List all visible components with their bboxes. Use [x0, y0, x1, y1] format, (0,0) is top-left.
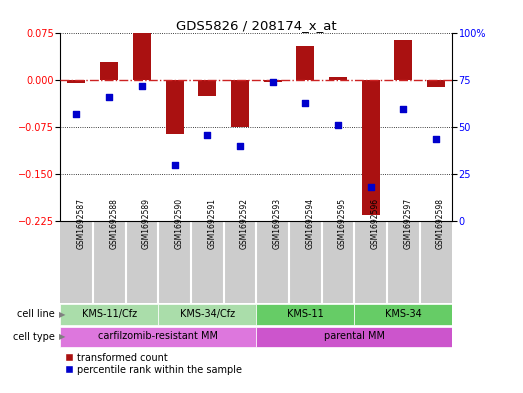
Text: KMS-11/Cfz: KMS-11/Cfz: [82, 309, 137, 319]
Bar: [256, 221, 289, 303]
Bar: [191, 221, 224, 303]
Text: GSM1692593: GSM1692593: [272, 198, 281, 249]
Bar: [329, 77, 347, 80]
Text: GSM1692587: GSM1692587: [76, 198, 85, 249]
Text: GSM1692598: GSM1692598: [436, 198, 445, 249]
Bar: [93, 221, 126, 303]
Title: GDS5826 / 208174_x_at: GDS5826 / 208174_x_at: [176, 19, 337, 32]
Text: carfilzomib-resistant MM: carfilzomib-resistant MM: [98, 331, 218, 342]
Bar: [387, 221, 419, 303]
Text: KMS-34: KMS-34: [385, 309, 422, 319]
Bar: [297, 46, 314, 80]
Bar: [133, 33, 151, 80]
Point: [399, 105, 407, 112]
Text: GSM1692588: GSM1692588: [109, 198, 118, 249]
Bar: [60, 221, 93, 303]
Bar: [256, 305, 355, 325]
Bar: [60, 327, 256, 347]
Legend: transformed count, percentile rank within the sample: transformed count, percentile rank withi…: [65, 353, 242, 375]
Bar: [126, 221, 158, 303]
Point: [105, 94, 113, 100]
Point: [203, 132, 211, 138]
Point: [236, 143, 244, 149]
Bar: [198, 80, 216, 96]
Bar: [231, 80, 249, 127]
Bar: [322, 221, 355, 303]
Point: [432, 136, 440, 142]
Bar: [355, 305, 452, 325]
Bar: [427, 80, 445, 86]
Bar: [362, 80, 380, 215]
Text: cell line: cell line: [17, 310, 58, 320]
Text: GSM1692591: GSM1692591: [207, 198, 216, 249]
Text: GSM1692592: GSM1692592: [240, 198, 249, 249]
Point: [72, 111, 81, 117]
Text: cell type: cell type: [13, 332, 58, 342]
Text: KMS-34/Cfz: KMS-34/Cfz: [180, 309, 235, 319]
Point: [334, 122, 342, 129]
Point: [138, 83, 146, 89]
Bar: [355, 221, 387, 303]
Bar: [264, 80, 281, 82]
Text: GSM1692597: GSM1692597: [403, 198, 412, 249]
Bar: [67, 80, 85, 83]
Point: [367, 184, 375, 191]
Text: parental MM: parental MM: [324, 331, 385, 342]
Text: GSM1692596: GSM1692596: [371, 198, 380, 249]
Bar: [419, 221, 452, 303]
Text: GSM1692590: GSM1692590: [175, 198, 184, 249]
Text: ▶: ▶: [59, 310, 65, 319]
Point: [301, 100, 310, 106]
Bar: [289, 221, 322, 303]
Bar: [394, 40, 412, 80]
Point: [170, 162, 179, 168]
Point: [268, 79, 277, 85]
Bar: [166, 80, 184, 134]
Bar: [100, 62, 118, 80]
Bar: [60, 305, 158, 325]
Bar: [224, 221, 256, 303]
Bar: [158, 221, 191, 303]
Bar: [256, 327, 452, 347]
Text: GSM1692594: GSM1692594: [305, 198, 314, 249]
Text: ▶: ▶: [59, 332, 65, 341]
Bar: [158, 305, 256, 325]
Text: KMS-11: KMS-11: [287, 309, 324, 319]
Text: GSM1692589: GSM1692589: [142, 198, 151, 249]
Text: GSM1692595: GSM1692595: [338, 198, 347, 249]
